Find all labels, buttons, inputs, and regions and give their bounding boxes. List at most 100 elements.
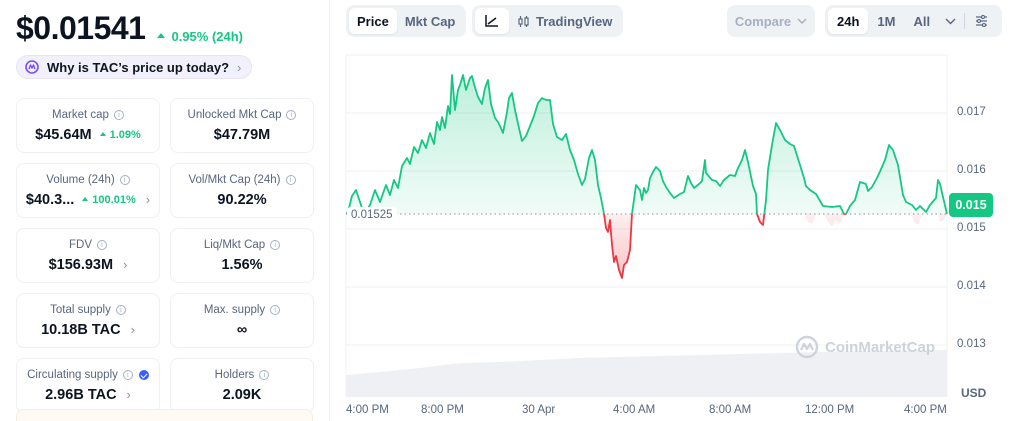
stat-vol-mkt-cap: Vol/Mkt Cap (24h) i 90.22%: [170, 163, 314, 218]
y-tick: 0.014: [957, 280, 986, 292]
tab-mkt-cap[interactable]: Mkt Cap: [404, 13, 456, 29]
line-chart-icon: [485, 15, 498, 27]
price-area-down: [604, 214, 947, 278]
stat-change-value: 1.09%: [109, 128, 141, 141]
chevron-right-icon: ›: [237, 59, 242, 75]
why-price-up-label: Why is TAC’s price up today?: [47, 59, 230, 75]
current-price: $0.01541: [16, 10, 146, 46]
stat-label: Liq/Mkt Cap: [203, 238, 266, 251]
coinmarketcap-watermark: CoinMarketCap: [795, 335, 935, 359]
info-icon[interactable]: i: [285, 174, 296, 185]
current-price-tag: 0.015: [949, 193, 993, 217]
price-change-24h: 0.95% (24h): [157, 29, 243, 44]
line-chart-button[interactable]: [475, 8, 509, 34]
chevron-down-icon: [945, 18, 956, 24]
tradingview-label: TradingView: [536, 13, 613, 29]
info-icon[interactable]: i: [113, 109, 124, 120]
stat-value: 90.22%: [217, 191, 267, 208]
stat-value: 2.09K: [222, 386, 262, 403]
coin-stats-panel: $0.01541 0.95% (24h) Why is TAC’s price …: [0, 0, 330, 421]
sliders-icon: [976, 15, 988, 27]
y-tick: 0.016: [957, 164, 986, 176]
stat-label: Circulating supply: [27, 368, 118, 381]
stat-market-cap: Market cap i $45.64M 1.09%: [16, 98, 160, 153]
x-tick: 8:00 PM: [421, 404, 464, 416]
stat-label: FDV: [69, 238, 92, 251]
info-icon[interactable]: i: [97, 239, 107, 250]
range-1m[interactable]: 1M: [877, 13, 896, 29]
compare-dropdown[interactable]: Compare: [727, 5, 815, 37]
more-ranges-button[interactable]: [939, 8, 962, 34]
x-tick: 8:00 AM: [709, 404, 752, 416]
price-area-up: [346, 75, 947, 214]
stat-label: Holders: [214, 368, 255, 381]
coinmarketcap-logo-icon: [795, 335, 819, 359]
triangle-up-icon: [99, 131, 106, 136]
stat-value: 10.18B TAC: [41, 321, 121, 338]
stat-value: 1.56%: [221, 256, 263, 273]
verified-check-icon: [138, 369, 149, 380]
chevron-right-icon: ›: [130, 322, 135, 337]
stat-value: 2.96B TAC: [45, 386, 117, 403]
stat-label: Volume (24h): [46, 173, 115, 186]
stat-volume-24h[interactable]: Volume (24h) i $40.3... 100.01% ›: [16, 163, 160, 218]
info-icon[interactable]: i: [270, 239, 281, 250]
toolbar-separator: [964, 13, 966, 29]
stat-value: $40.3...: [25, 191, 75, 208]
chart-type-tabs: Price Mkt Cap: [346, 5, 467, 37]
compare-label: Compare: [734, 13, 792, 29]
chart-settings-button[interactable]: [969, 8, 994, 34]
y-unit-label: USD: [961, 386, 987, 400]
stat-label: Total supply: [50, 303, 111, 316]
stat-fdv[interactable]: FDV i $156.93M ›: [16, 228, 160, 283]
stat-change: 1.09%: [99, 128, 141, 141]
panel-divider: [329, 0, 330, 421]
triangle-up-icon: [157, 33, 166, 38]
stat-label: Max. supply: [203, 303, 266, 316]
stat-label: Vol/Mkt Cap (24h): [188, 173, 281, 186]
stat-circulating-supply[interactable]: Circulating supply i 2.96B TAC ›: [16, 358, 160, 413]
chevron-right-icon: ›: [145, 192, 151, 207]
why-price-up-button[interactable]: Why is TAC’s price up today? ›: [16, 55, 253, 79]
chart-view-tabs: TradingView: [472, 5, 624, 37]
price-change-value: 0.95% (24h): [171, 29, 244, 44]
price-header: $0.01541 0.95% (24h): [16, 10, 243, 47]
chevron-down-icon: [797, 18, 807, 24]
volume-area: [346, 350, 947, 397]
info-icon[interactable]: i: [122, 369, 133, 380]
tradingview-button[interactable]: TradingView: [509, 8, 620, 34]
stat-value: $47.79M: [213, 126, 271, 143]
info-icon[interactable]: i: [286, 109, 297, 120]
stat-value: $45.64M: [35, 126, 92, 143]
watermark-text: CoinMarketCap: [825, 338, 936, 356]
stat-unlocked-mkt-cap: Unlocked Mkt Cap i $47.79M: [170, 98, 314, 153]
tab-price[interactable]: Price: [349, 8, 397, 34]
chevron-right-icon: ›: [123, 257, 128, 272]
info-icon[interactable]: i: [115, 304, 126, 315]
info-icon[interactable]: i: [119, 174, 130, 185]
y-tick: 0.013: [957, 338, 986, 350]
stat-max-supply: Max. supply i ∞: [170, 293, 314, 348]
stat-value: $156.93M: [48, 256, 114, 273]
promo-card-partial[interactable]: [16, 409, 313, 421]
range-all[interactable]: All: [913, 13, 931, 29]
info-icon[interactable]: i: [270, 304, 281, 315]
ai-sparkle-icon: [25, 60, 39, 74]
baseline-price-label: 0.01525: [347, 207, 397, 224]
info-icon[interactable]: i: [259, 369, 270, 380]
candlestick-icon: [518, 15, 529, 27]
x-tick: 12:00 PM: [805, 404, 855, 416]
stat-holders: Holders i 2.09K: [170, 358, 314, 413]
stat-change: 100.01%: [82, 193, 136, 206]
stat-total-supply[interactable]: Total supply i 10.18B TAC ›: [16, 293, 160, 348]
x-tick: 4:00 PM: [346, 404, 389, 416]
stat-change-value: 100.01%: [92, 193, 136, 206]
time-range-tabs: 24h 1M All: [825, 5, 1003, 37]
stats-grid: Market cap i $45.64M 1.09% Unlocked Mkt Ca…: [16, 98, 314, 413]
range-24h[interactable]: 24h: [828, 8, 869, 34]
chevron-right-icon: ›: [126, 387, 131, 402]
y-tick: 0.015: [957, 222, 986, 234]
triangle-up-icon: [82, 196, 89, 201]
x-tick: 30 Apr: [522, 404, 556, 416]
